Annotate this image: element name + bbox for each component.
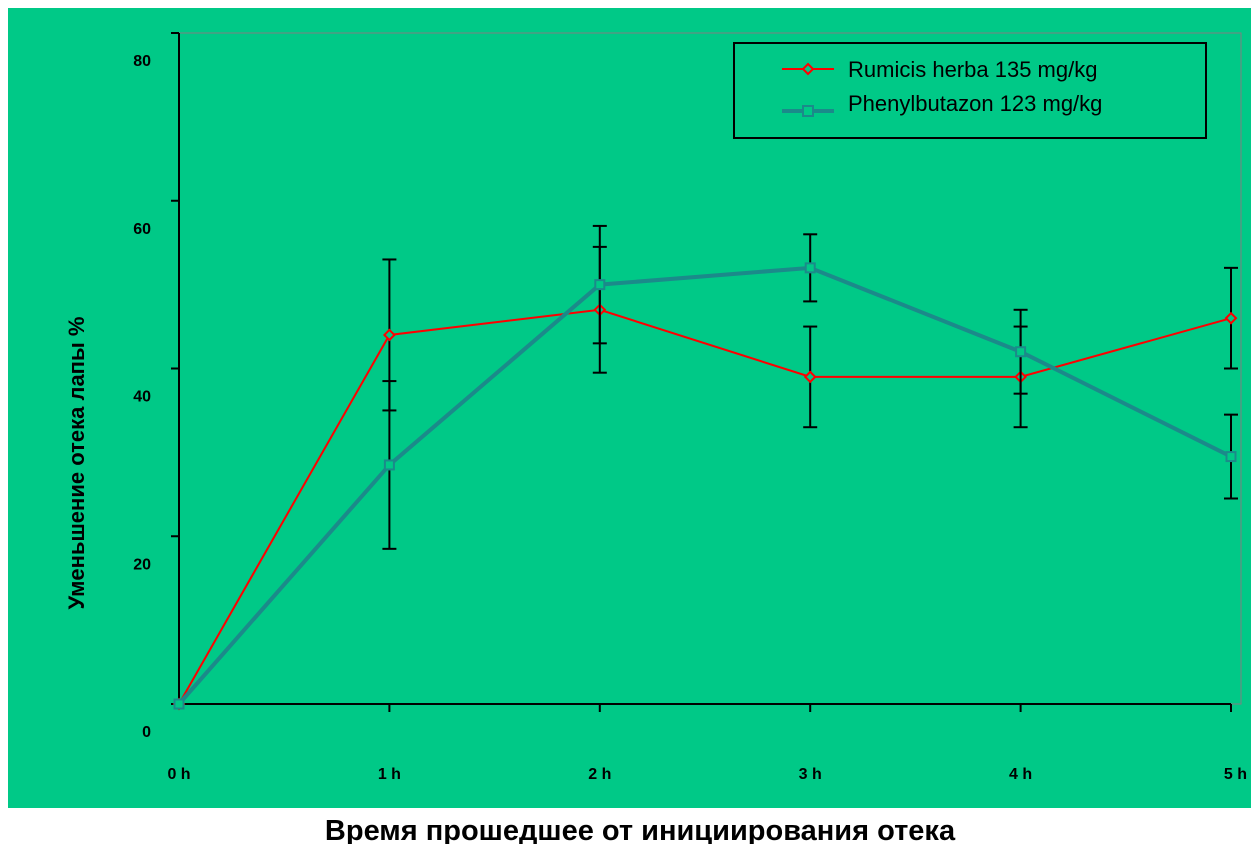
data-point (1015, 346, 1027, 358)
x-tick-label: 5 h (1224, 766, 1247, 783)
legend-swatch-marker-1 (802, 105, 814, 117)
data-point (594, 279, 606, 291)
chart-background (8, 8, 1251, 808)
y-tick-label: 40 (133, 389, 151, 406)
x-tick-label: 3 h (799, 766, 822, 783)
legend-swatch-marker-0 (801, 62, 815, 76)
series-line (177, 265, 1232, 706)
legend-label-0: Rumicis herba 135 mg/kg (848, 57, 1097, 82)
data-point (383, 459, 395, 471)
axes (171, 32, 1232, 712)
x-tick-label: 4 h (1009, 766, 1032, 783)
data-point (1224, 311, 1238, 325)
y-tick-label: 0 (142, 724, 151, 741)
data-point (803, 370, 817, 384)
series-layer (172, 224, 1238, 711)
y-tick-label: 80 (133, 53, 151, 70)
y-tick-labels: 0 20 40 60 80 (133, 53, 151, 741)
data-point (804, 262, 816, 274)
x-axis-title: Время прошедшее от инициирования отека (325, 815, 956, 844)
legend: Rumicis herba 135 mg/kg Phenylbutazon 12… (733, 42, 1207, 139)
y-axis-title: Уменьшение отека лапы % (64, 317, 89, 610)
data-point (382, 328, 396, 342)
y-tick-label: 60 (133, 221, 151, 238)
x-tick-label: 2 h (588, 766, 611, 783)
data-point (1225, 451, 1237, 463)
data-point (173, 698, 185, 710)
y-tick-label: 20 (133, 556, 151, 573)
legend-label-1: Phenylbutazon 123 mg/kg (848, 91, 1102, 116)
series-1 (173, 224, 1238, 710)
legend-box (733, 42, 1207, 139)
x-tick-labels: 0 h 1 h 2 h 3 h 4 h 5 h (167, 766, 1247, 783)
x-tick-label: 1 h (378, 766, 401, 783)
x-tick-label: 0 h (167, 766, 190, 783)
